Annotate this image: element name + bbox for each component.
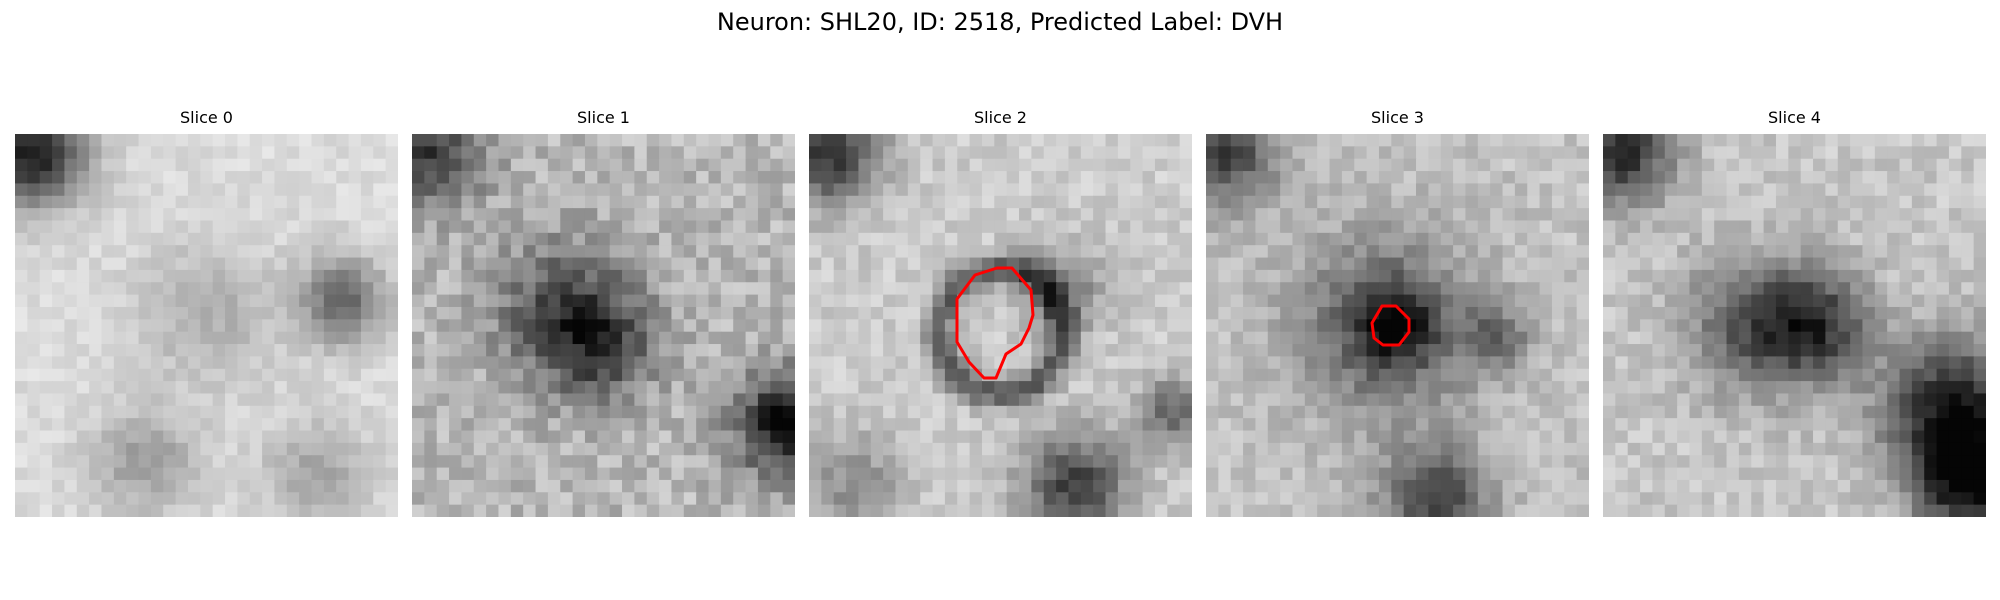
slice-image-0 [15,134,398,517]
slice-panel-2: Slice 2 [809,108,1192,517]
slice-panel-3: Slice 3 [1206,108,1589,517]
roi-contour-2 [955,266,1035,380]
slice-panel-0: Slice 0 [15,108,398,517]
slice-title-3: Slice 3 [1371,108,1424,127]
roi-contour-3 [1370,304,1411,347]
slice-image-2 [809,134,1192,517]
slice-title-2: Slice 2 [974,108,1027,127]
slice-panel-1: Slice 1 [412,108,795,517]
slice-panel-4: Slice 4 [1603,108,1986,517]
slice-image-4 [1603,134,1986,517]
slice-title-0: Slice 0 [180,108,233,127]
figure-title: Neuron: SHL20, ID: 2518, Predicted Label… [716,8,1284,36]
slice-title-4: Slice 4 [1768,108,1821,127]
slice-title-1: Slice 1 [577,108,630,127]
slice-image-1 [412,134,795,517]
slice-image-3 [1206,134,1589,517]
